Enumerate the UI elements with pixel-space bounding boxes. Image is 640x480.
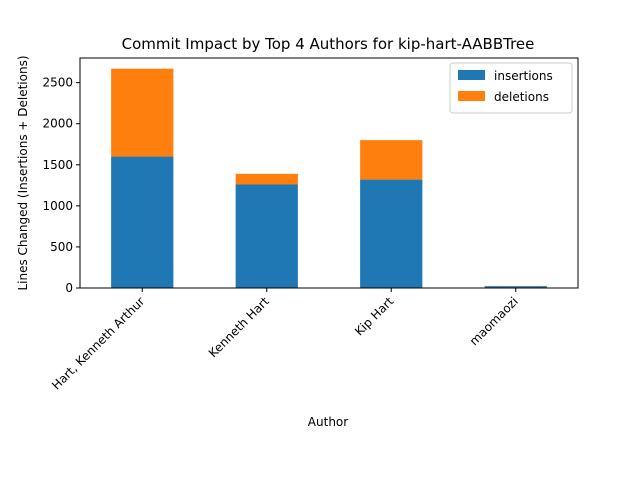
y-tick-label: 0 [65,281,73,295]
plot-frame [79,57,579,289]
y-tick-label: 2500 [42,76,73,90]
y-axis-label: Lines Changed (Insertions + Deletions) [16,55,30,290]
y-axis: 0 500 1000 1500 2000 2500 [42,76,80,295]
legend-swatch-insertions [458,70,485,80]
y-tick-label: 2000 [42,117,73,131]
legend-label-insertions: insertions [494,69,553,83]
bar-deletions-1 [235,173,298,185]
chart-title: Commit Impact by Top 4 Authors for kip-h… [122,35,535,53]
bar-deletions-2 [360,140,423,180]
x-tick-label: maomaozi [467,294,521,348]
x-tick-label: Kip Hart [352,294,397,339]
legend: insertions deletions [449,62,573,114]
bar-deletions-0 [111,68,174,157]
bar-insertions-0 [111,156,174,288]
y-tick-label: 1000 [42,199,73,213]
legend-swatch-deletions [458,91,485,101]
bar-insertions-3 [484,286,547,288]
x-tick-label: Hart, Kenneth Arthur [49,294,147,392]
x-tick-label: Kenneth Hart [206,294,272,360]
bars-layer [111,68,547,288]
y-tick-label: 1500 [42,158,73,172]
x-axis: Hart, Kenneth Arthur Kenneth Hart Kip Hart… [49,288,521,393]
x-axis-label: Author [308,415,348,429]
legend-label-deletions: deletions [494,90,549,104]
y-tick-label: 500 [50,240,73,254]
bar-insertions-2 [360,179,423,288]
bar-insertions-1 [235,184,298,288]
